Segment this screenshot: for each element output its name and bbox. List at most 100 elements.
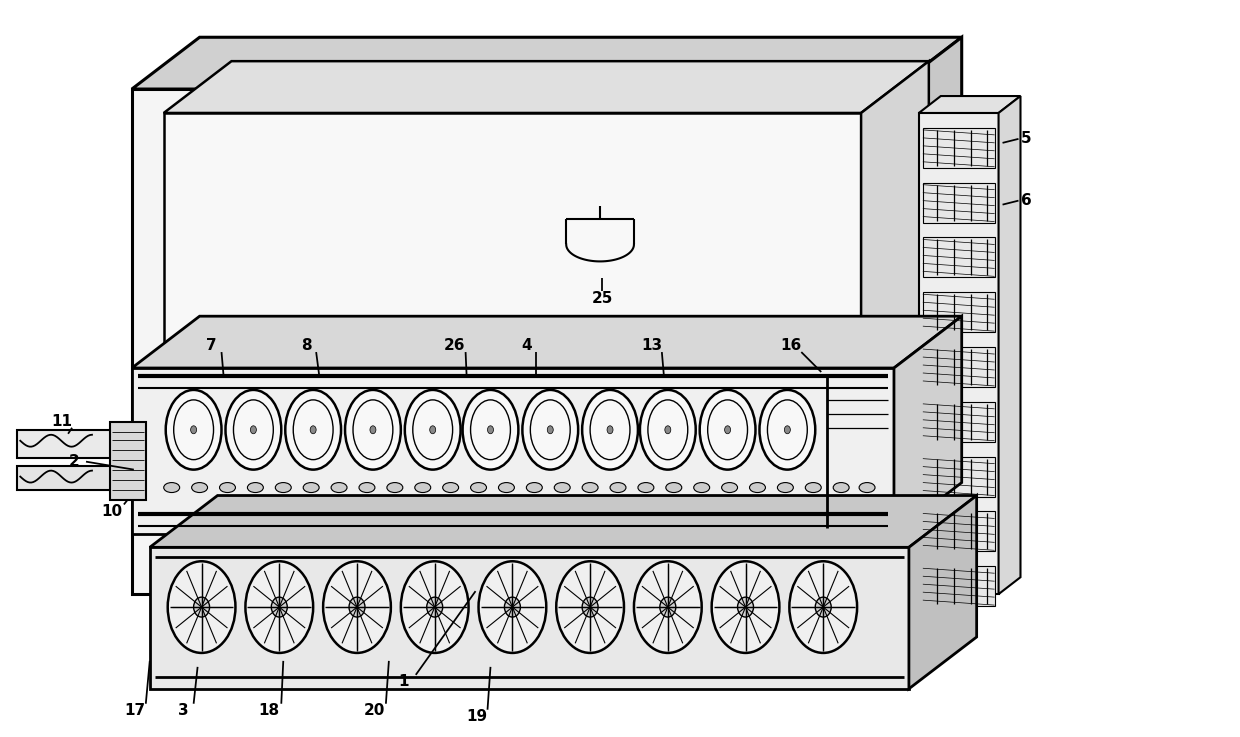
Text: 3: 3	[179, 703, 188, 718]
Ellipse shape	[427, 597, 443, 617]
Ellipse shape	[387, 483, 403, 492]
Ellipse shape	[547, 426, 553, 434]
Ellipse shape	[522, 390, 578, 469]
Ellipse shape	[749, 483, 765, 492]
Ellipse shape	[331, 483, 347, 492]
Ellipse shape	[693, 483, 709, 492]
Ellipse shape	[443, 483, 459, 492]
Ellipse shape	[722, 483, 738, 492]
Ellipse shape	[582, 483, 598, 492]
Ellipse shape	[634, 562, 702, 653]
Polygon shape	[998, 96, 1021, 594]
Ellipse shape	[310, 426, 316, 434]
Polygon shape	[131, 89, 894, 594]
Polygon shape	[923, 347, 994, 387]
Ellipse shape	[324, 562, 391, 653]
Ellipse shape	[582, 390, 637, 469]
Polygon shape	[909, 495, 977, 689]
Ellipse shape	[815, 597, 831, 617]
Ellipse shape	[272, 597, 288, 617]
Ellipse shape	[191, 426, 197, 434]
Ellipse shape	[554, 483, 570, 492]
Ellipse shape	[785, 426, 790, 434]
Ellipse shape	[479, 562, 547, 653]
Ellipse shape	[487, 426, 494, 434]
Ellipse shape	[192, 483, 207, 492]
Polygon shape	[894, 316, 962, 534]
Ellipse shape	[608, 426, 613, 434]
Text: 8: 8	[301, 338, 311, 352]
Ellipse shape	[226, 390, 281, 469]
Ellipse shape	[248, 483, 263, 492]
Ellipse shape	[790, 562, 857, 653]
Polygon shape	[894, 38, 962, 594]
Text: 2: 2	[68, 454, 79, 469]
Polygon shape	[110, 422, 146, 500]
Ellipse shape	[250, 426, 257, 434]
Ellipse shape	[404, 390, 460, 469]
Ellipse shape	[712, 562, 780, 653]
Polygon shape	[923, 128, 994, 168]
Polygon shape	[923, 457, 994, 497]
Polygon shape	[919, 96, 1021, 113]
Ellipse shape	[582, 597, 598, 617]
Text: 16: 16	[781, 338, 802, 352]
Ellipse shape	[167, 562, 236, 653]
Ellipse shape	[699, 390, 755, 469]
Polygon shape	[17, 466, 134, 489]
Ellipse shape	[640, 390, 696, 469]
Ellipse shape	[275, 483, 291, 492]
Ellipse shape	[777, 483, 794, 492]
Ellipse shape	[401, 562, 469, 653]
Text: 10: 10	[102, 504, 123, 519]
Polygon shape	[923, 402, 994, 441]
Ellipse shape	[660, 597, 676, 617]
Ellipse shape	[285, 390, 341, 469]
Ellipse shape	[833, 483, 849, 492]
Polygon shape	[164, 61, 929, 113]
Ellipse shape	[759, 390, 815, 469]
Polygon shape	[131, 316, 962, 368]
Text: 7: 7	[206, 338, 217, 352]
Ellipse shape	[805, 483, 821, 492]
Ellipse shape	[526, 483, 542, 492]
Ellipse shape	[166, 390, 222, 469]
Ellipse shape	[414, 483, 430, 492]
Text: 5: 5	[1022, 131, 1032, 147]
Ellipse shape	[219, 483, 236, 492]
Polygon shape	[923, 237, 994, 277]
Ellipse shape	[470, 483, 486, 492]
Ellipse shape	[463, 390, 518, 469]
Polygon shape	[150, 548, 909, 689]
Text: 20: 20	[365, 703, 386, 718]
Ellipse shape	[610, 483, 626, 492]
Text: 11: 11	[52, 414, 73, 429]
Ellipse shape	[193, 597, 210, 617]
Ellipse shape	[665, 426, 671, 434]
Polygon shape	[923, 511, 994, 551]
Text: 19: 19	[466, 709, 487, 724]
Text: 18: 18	[259, 703, 280, 718]
Ellipse shape	[637, 483, 653, 492]
Polygon shape	[17, 430, 134, 458]
Ellipse shape	[498, 483, 515, 492]
Ellipse shape	[360, 483, 374, 492]
Ellipse shape	[348, 597, 365, 617]
Polygon shape	[131, 368, 894, 534]
Polygon shape	[150, 495, 977, 548]
Text: 1: 1	[398, 674, 409, 689]
Polygon shape	[164, 113, 861, 370]
Ellipse shape	[164, 483, 180, 492]
Polygon shape	[131, 38, 962, 89]
Text: 13: 13	[641, 338, 662, 352]
Text: 4: 4	[521, 338, 532, 352]
Text: 26: 26	[444, 338, 465, 352]
Polygon shape	[861, 61, 929, 370]
Ellipse shape	[859, 483, 875, 492]
Text: 25: 25	[591, 291, 613, 306]
Ellipse shape	[370, 426, 376, 434]
Ellipse shape	[304, 483, 319, 492]
Ellipse shape	[724, 426, 730, 434]
Polygon shape	[919, 113, 998, 594]
Ellipse shape	[505, 597, 521, 617]
